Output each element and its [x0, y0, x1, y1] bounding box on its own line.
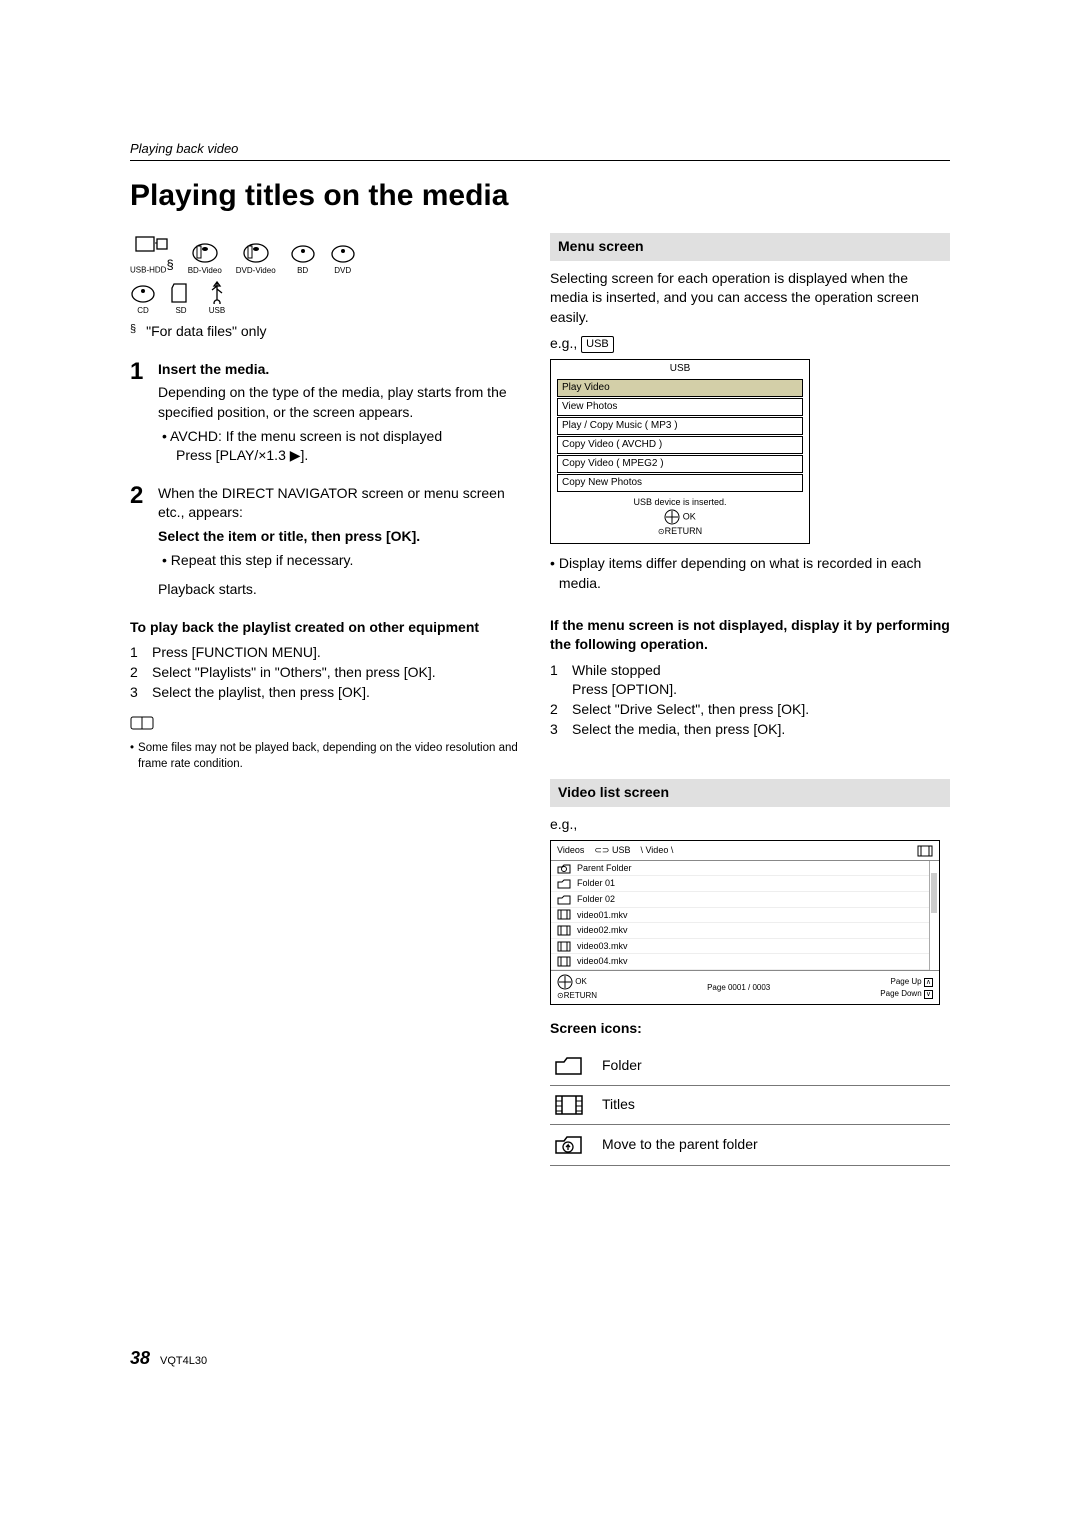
media-usb-hdd: USB-HDD§: [130, 233, 174, 276]
usb-badge: USB: [581, 336, 614, 353]
menu-note: Display items differ depending on what i…: [550, 554, 950, 593]
legend-row: Titles: [550, 1086, 950, 1125]
media-bd: BD: [290, 244, 316, 276]
usb-icon: [206, 280, 228, 304]
menu-intro: Selecting screen for each operation is d…: [550, 269, 950, 328]
hdr-usb: ⊂⊃ USB: [594, 844, 630, 857]
media-dvd-video: DVD-Video: [236, 242, 276, 276]
menu-row: Play Video: [557, 379, 803, 397]
list-item: Select the media, then press [OK].: [550, 720, 950, 740]
menu-footer: USB device is inserted. OK ⊙RETURN: [551, 493, 809, 543]
step-lead: When the DIRECT NAVIGATOR screen or menu…: [158, 484, 520, 523]
legend-row: Folder: [550, 1047, 950, 1086]
menu-screen-heading: Menu screen: [550, 233, 950, 261]
playlist-heading: To play back the playlist created on oth…: [130, 618, 520, 638]
disc-icon: [242, 242, 270, 264]
table-row: Parent Folder: [551, 861, 929, 877]
menu-title: USB: [551, 360, 809, 378]
folder-icon: [554, 1055, 584, 1077]
menu-row: Copy Video ( MPEG2 ): [557, 455, 803, 473]
step-body: Depending on the type of the media, play…: [158, 383, 520, 422]
usb-hdd-icon: [135, 233, 169, 255]
disc-icon: [330, 244, 356, 264]
media-sd: SD: [170, 282, 192, 316]
menu-row: View Photos: [557, 398, 803, 416]
nav-cross-icon: [557, 974, 573, 990]
eg-label: e.g., USB: [550, 334, 950, 354]
step-number: 1: [130, 360, 158, 466]
footnote: §"For data files" only: [130, 322, 520, 342]
list-item: Press [FUNCTION MENU].: [130, 643, 520, 663]
media-usb: USB: [206, 280, 228, 316]
step-number: 2: [130, 484, 158, 604]
step-title: Insert the media.: [158, 360, 520, 380]
disc-icon: [130, 284, 156, 304]
menu-row: Copy Video ( AVCHD ): [557, 436, 803, 454]
screen-icons-heading: Screen icons:: [550, 1019, 950, 1039]
hdr-path: \ Video \: [640, 844, 673, 857]
usb-menu-table: USB Play Video View Photos Play / Copy M…: [550, 359, 810, 544]
video-list-table: Videos ⊂⊃ USB \ Video \ Parent FolderFol…: [550, 840, 940, 1005]
list-item: Select the playlist, then press [OK].: [130, 683, 520, 703]
ftr-nav: OK ⊙RETURN: [557, 974, 597, 1001]
table-row: video03.mkv: [551, 939, 929, 955]
menu-row: Play / Copy Music ( MP3 ): [557, 417, 803, 435]
media-row-2: CD SD USB: [130, 280, 520, 316]
step-title: Select the item or title, then press [OK…: [158, 527, 520, 547]
scrollbar[interactable]: [929, 861, 939, 970]
disc-icon: [290, 244, 316, 264]
table-row: video02.mkv: [551, 923, 929, 939]
playlist-steps: Press [FUNCTION MENU]. Select "Playlists…: [130, 643, 520, 702]
breadcrumb: Playing back video: [130, 140, 950, 161]
titles-icon: [554, 1094, 584, 1116]
legend-row: Move to the parent folder: [550, 1125, 950, 1166]
list-item: While stoppedPress [OPTION].: [550, 661, 950, 700]
page-footer: 38 VQT4L30: [130, 1346, 950, 1371]
note-icon: [130, 716, 520, 736]
disc-icon: [191, 242, 219, 264]
doc-code: VQT4L30: [160, 1354, 207, 1369]
step-press: Press [PLAY/×1.3 ▶].: [162, 446, 520, 466]
not-displayed-heading: If the menu screen is not displayed, dis…: [550, 616, 950, 655]
ftr-page: Page 0001 / 0003: [707, 982, 770, 993]
table-row: Folder 02: [551, 892, 929, 908]
parent-folder-icon: [554, 1133, 584, 1157]
ftr-pageupdown: Page Up ∧ Page Down ∨: [880, 976, 933, 1000]
not-displayed-steps: While stoppedPress [OPTION]. Select "Dri…: [550, 661, 950, 739]
small-note: Some files may not be played back, depen…: [130, 740, 520, 772]
page-number: 38: [130, 1346, 150, 1371]
list-item: Select "Playlists" in "Others", then pre…: [130, 663, 520, 683]
sd-icon: [170, 282, 192, 304]
media-dvd: DVD: [330, 244, 356, 276]
hdr-videos: Videos: [557, 844, 584, 857]
step-after: Playback starts.: [158, 580, 520, 600]
table-row: video01.mkv: [551, 908, 929, 924]
media-bd-video: BD-Video: [188, 242, 222, 276]
page-title: Playing titles on the media: [130, 175, 950, 217]
video-list-heading: Video list screen: [550, 779, 950, 807]
step-bullet: Repeat this step if necessary.: [162, 551, 520, 571]
list-item: Select "Drive Select", then press [OK].: [550, 700, 950, 720]
table-row: video04.mkv: [551, 954, 929, 970]
eg-label: e.g.,: [550, 815, 950, 835]
table-row: Folder 01: [551, 876, 929, 892]
nav-cross-icon: [664, 509, 680, 525]
title-icon: [917, 845, 933, 857]
menu-row: Copy New Photos: [557, 474, 803, 492]
media-cd: CD: [130, 284, 156, 316]
step-bullet: AVCHD: If the menu screen is not display…: [162, 427, 520, 466]
media-row-1: USB-HDD§ BD-Video DVD-Video BD DVD: [130, 233, 520, 276]
